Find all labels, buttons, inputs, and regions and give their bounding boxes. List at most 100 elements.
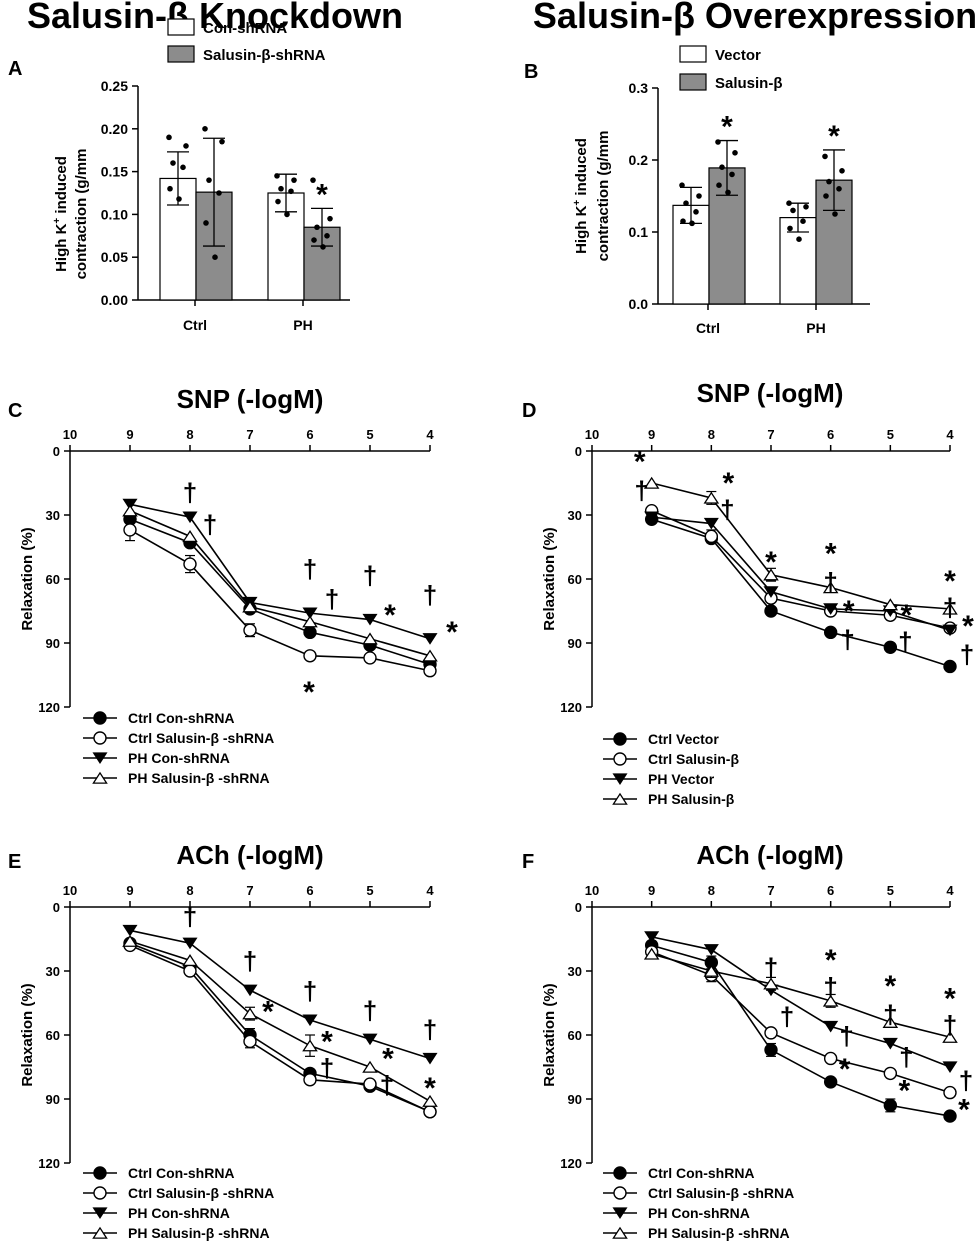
data-point	[942, 1030, 958, 1043]
data-point	[243, 623, 257, 637]
data-point	[362, 632, 378, 645]
significance-marker: †	[823, 567, 837, 597]
x-tick-label: 5	[887, 883, 894, 898]
x-tick-label: 4	[426, 883, 434, 898]
series-line	[651, 944, 951, 1117]
y-tick-label: 0.05	[101, 249, 128, 265]
data-point	[422, 633, 438, 645]
x-tick-label: 7	[767, 883, 774, 898]
y-axis-label-line1: High K+ induced	[572, 138, 590, 254]
y-tick-label: 120	[38, 1156, 60, 1171]
data-point	[176, 196, 182, 202]
panel-c: C SNP (-logM) Relaxation (%) 10 9 8 7 6 5 4 0 30 60 9…	[8, 384, 458, 786]
data-point	[679, 182, 685, 188]
significance-marker: *	[839, 1053, 851, 1086]
data-point	[689, 220, 695, 227]
y-tick-label: 0.0	[629, 296, 649, 312]
significance-marker: *	[424, 1072, 436, 1105]
y-tick-label: 30	[46, 964, 60, 979]
y-axis-label-line1: High K+ induced	[52, 156, 70, 272]
significance-marker: †	[380, 1070, 394, 1100]
significance-marker: †	[363, 561, 377, 591]
y-tick-label: 0.00	[101, 292, 128, 308]
data-point	[715, 139, 721, 145]
data-point	[288, 188, 294, 195]
significance-marker: †	[823, 972, 837, 1002]
x-tick-label: 7	[246, 427, 253, 442]
significance-marker: †	[325, 584, 339, 614]
data-point	[182, 937, 198, 950]
x-tick-label: 10	[63, 427, 77, 442]
data-point	[823, 603, 839, 615]
significance-marker: *	[944, 565, 956, 598]
data-point	[822, 153, 828, 160]
data-point	[942, 602, 958, 615]
legend-marker	[92, 1226, 108, 1239]
legend-label: PH Salusin-β -shRNA	[128, 1225, 270, 1241]
x-tick-label: 4	[946, 883, 954, 898]
data-point	[362, 1033, 378, 1046]
data-point	[122, 934, 138, 947]
data-point	[324, 233, 330, 239]
y-axis-label: Relaxation (%)	[541, 983, 558, 1086]
data-point	[823, 625, 838, 640]
data-point	[423, 1105, 437, 1119]
x-tick-label: 5	[366, 883, 373, 898]
data-point	[822, 581, 839, 594]
y-tick-label: 120	[560, 700, 582, 715]
data-point	[763, 568, 779, 581]
data-point	[882, 1037, 898, 1050]
data-point	[943, 1109, 957, 1123]
significance-marker: †	[363, 995, 377, 1025]
y-tick-label: 0.10	[101, 206, 128, 222]
data-point	[242, 600, 258, 613]
y-tick-label: 0.3	[629, 80, 649, 96]
data-point	[363, 651, 377, 665]
data-point	[216, 190, 222, 196]
legend-label: PH Salusin-β	[648, 791, 735, 807]
data-point	[683, 200, 689, 206]
data-point	[423, 664, 437, 678]
chart-title: ACh (-logM)	[696, 840, 843, 870]
data-point	[763, 977, 779, 990]
significance-marker: †	[303, 976, 317, 1006]
data-point	[212, 254, 218, 260]
panel-label: F	[522, 851, 534, 873]
significance-marker: *	[898, 1074, 910, 1107]
significance-marker: *	[825, 537, 837, 570]
data-point	[729, 171, 735, 178]
data-point	[826, 178, 832, 185]
x-tick-label: 6	[306, 427, 313, 442]
x-tick-label: 8	[708, 883, 715, 898]
y-tick-label: 0.25	[101, 78, 128, 94]
data-point	[183, 964, 197, 978]
panel-f: F ACh (-logM) Relaxation (%) 10 9 8 7 6 5 4 0 30 60 9…	[522, 840, 973, 1241]
data-point	[303, 1073, 317, 1087]
x-tick-label: PH	[806, 320, 825, 336]
data-point	[942, 1061, 958, 1074]
y-tick-label: 30	[46, 508, 60, 523]
y-tick-label: 90	[46, 636, 60, 651]
significance-marker: *	[962, 610, 974, 643]
panel-d: D SNP (-logM) Relaxation (%) 10 9 8 7 6 5 4 0 30 60 9…	[522, 378, 974, 807]
x-tick-label: 6	[827, 883, 834, 898]
data-point	[274, 173, 280, 179]
y-tick-label: 0.20	[101, 121, 128, 137]
data-point	[943, 1085, 957, 1100]
y-tick-label: 120	[560, 1156, 582, 1171]
series-line	[651, 951, 951, 1094]
legend-marker	[93, 1166, 107, 1180]
y-tick-label: 90	[568, 636, 582, 651]
panel-e: E ACh (-logM) Relaxation (%) 10 9 8 7 6 5 4 0 30 60 9…	[8, 840, 438, 1241]
data-point	[882, 598, 899, 611]
series-line	[129, 503, 431, 640]
series-line	[129, 529, 431, 672]
significance-marker: †	[839, 1021, 853, 1051]
legend-marker	[613, 1186, 627, 1200]
data-point	[320, 244, 326, 250]
x-tick-label: 9	[648, 883, 655, 898]
significance-marker: †	[634, 475, 648, 505]
data-point	[203, 220, 209, 226]
data-point	[422, 1052, 438, 1065]
x-tick-label: 10	[585, 427, 599, 442]
